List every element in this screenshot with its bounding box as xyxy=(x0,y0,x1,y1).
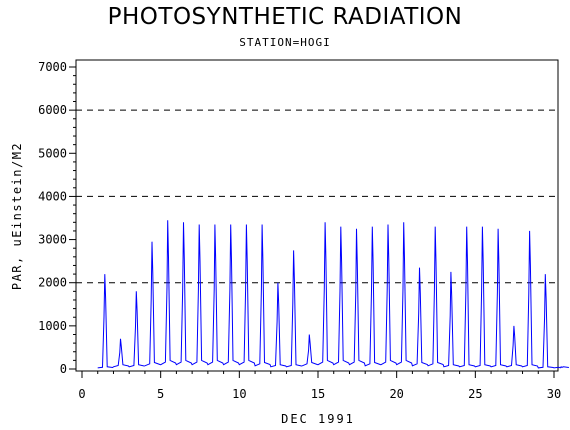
x-tick-label: 5 xyxy=(157,387,164,401)
y-tick-label: 7000 xyxy=(38,60,67,74)
par-series xyxy=(97,220,569,369)
x-axis: 0 5 10 15 20 25 30 xyxy=(78,371,561,401)
x-axis-label: DEC 1991 xyxy=(281,412,355,426)
y-tick-label: 6000 xyxy=(38,103,67,117)
x-tick-label: 0 xyxy=(78,387,85,401)
x-tick-label: 25 xyxy=(468,387,482,401)
x-tick-label: 30 xyxy=(547,387,561,401)
y-tick-label: 1000 xyxy=(38,319,67,333)
plot-frame xyxy=(75,59,559,372)
y-tick-label: 5000 xyxy=(38,146,67,160)
x-tick-label: 15 xyxy=(311,387,325,401)
y-tick-label: 2000 xyxy=(38,276,67,290)
chart-title: PHOTOSYNTHETIC RADIATION xyxy=(107,4,463,30)
chart-subtitle: STATION=HOGI xyxy=(239,36,331,49)
y-tick-label: 3000 xyxy=(38,233,67,247)
reference-lines xyxy=(76,109,558,284)
x-tick-label: 10 xyxy=(232,387,246,401)
par-line xyxy=(97,220,569,369)
y-axis: 0 1000 2000 3000 4000 5000 6000 7000 xyxy=(38,60,76,376)
y-tick-label: 4000 xyxy=(38,189,67,203)
x-tick-label: 20 xyxy=(389,387,403,401)
y-axis-label: PAR, uEinstein/M2 xyxy=(10,142,24,290)
y-tick-label: 0 xyxy=(60,362,67,376)
